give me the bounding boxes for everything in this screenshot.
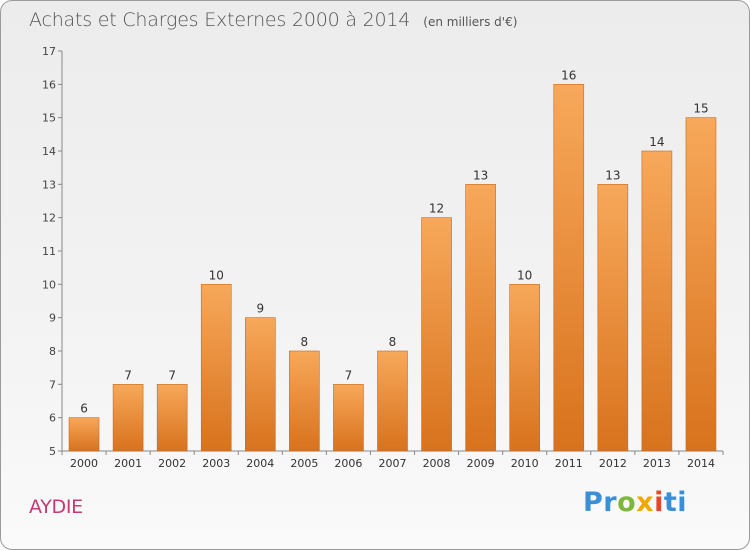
bar: [112, 384, 144, 452]
data-label: 10: [517, 268, 532, 282]
bar: [245, 317, 276, 452]
data-label: 7: [168, 368, 176, 382]
y-tick-label: 9: [49, 312, 56, 325]
x-tick-label: 2003: [202, 457, 230, 470]
bar: [509, 284, 541, 452]
bar: [685, 117, 717, 452]
data-label: 9: [256, 302, 264, 316]
bar: [377, 350, 408, 452]
data-label: 16: [561, 68, 576, 82]
y-tick-label: 8: [49, 345, 56, 358]
y-tick-label: 7: [49, 378, 56, 391]
x-tick-label: 2009: [467, 457, 495, 470]
commune-name: AYDIE: [29, 496, 83, 518]
x-tick-label: 2010: [511, 457, 539, 470]
y-tick-label: 14: [42, 145, 56, 158]
data-label: 8: [389, 335, 397, 349]
chart-unit: (en milliers d'€): [423, 15, 518, 29]
data-label: 15: [693, 102, 708, 116]
bar: [156, 384, 188, 452]
y-tick-label: 12: [42, 212, 56, 225]
y-tick-label: 13: [42, 178, 56, 191]
bar: [421, 217, 452, 452]
x-tick-label: 2008: [423, 457, 451, 470]
data-label: 7: [345, 368, 353, 382]
x-tick-label: 2000: [70, 457, 98, 470]
logo-part-2: o: [617, 487, 637, 518]
chart-title: Achats et Charges Externes 2000 à 2014: [29, 9, 411, 31]
y-tick-label: 10: [42, 278, 56, 291]
x-tick-label: 2011: [555, 457, 583, 470]
data-label: 12: [429, 202, 444, 216]
x-tick-label: 2001: [114, 457, 142, 470]
data-label: 7: [124, 368, 132, 382]
data-label: 10: [209, 268, 224, 282]
data-label: 14: [649, 135, 664, 149]
x-tick-label: 2007: [379, 457, 407, 470]
bar: [333, 384, 364, 452]
bar: [289, 350, 320, 452]
y-tick-label: 6: [49, 412, 56, 425]
bar: [68, 417, 100, 452]
y-tick-label: 11: [42, 245, 56, 258]
data-label: 8: [301, 335, 309, 349]
bar: [597, 184, 629, 452]
x-tick-label: 2004: [246, 457, 274, 470]
logo-part-4: i: [654, 487, 664, 518]
data-label: 13: [605, 168, 620, 182]
x-tick-label: 2013: [643, 457, 671, 470]
chart-title-block: Achats et Charges Externes 2000 à 2014 (…: [29, 9, 517, 31]
logo-part-1: Pr: [583, 487, 618, 518]
proxiti-logo: Proxiti: [583, 487, 687, 518]
x-tick-label: 2005: [290, 457, 318, 470]
x-tick-label: 2014: [687, 457, 715, 470]
x-tick-label: 2012: [599, 457, 627, 470]
data-label: 13: [473, 168, 488, 182]
y-tick-label: 16: [42, 78, 56, 91]
bar: [465, 184, 496, 452]
logo-part-5: ti: [663, 487, 688, 518]
y-tick-label: 5: [49, 445, 56, 458]
data-label: 6: [80, 402, 88, 416]
bar: [641, 150, 673, 452]
y-tick-label: 15: [42, 112, 56, 125]
y-tick-label: 17: [42, 45, 56, 58]
x-tick-label: 2002: [158, 457, 186, 470]
logo-part-3: x: [636, 487, 655, 518]
bar: [200, 284, 232, 452]
x-tick-label: 2006: [334, 457, 362, 470]
bar: [553, 84, 585, 452]
